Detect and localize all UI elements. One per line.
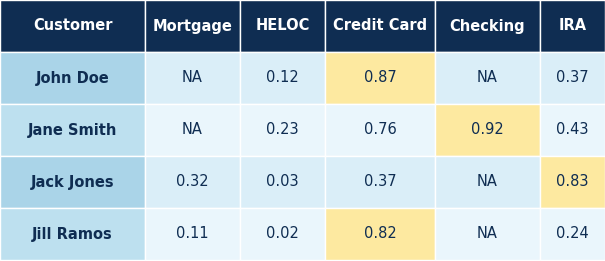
Text: NA: NA <box>477 70 498 86</box>
Text: 0.03: 0.03 <box>266 175 299 189</box>
Bar <box>0 52 145 104</box>
Bar <box>435 208 540 260</box>
Bar <box>435 0 540 52</box>
Bar <box>540 0 605 52</box>
Bar <box>325 208 435 260</box>
Text: 0.83: 0.83 <box>556 175 589 189</box>
Bar <box>145 208 240 260</box>
Bar <box>0 104 145 156</box>
Text: NA: NA <box>477 175 498 189</box>
Text: IRA: IRA <box>558 19 587 33</box>
Text: Jane Smith: Jane Smith <box>28 122 117 138</box>
Bar <box>240 52 325 104</box>
Bar <box>240 208 325 260</box>
Text: 0.32: 0.32 <box>176 175 209 189</box>
Text: 0.02: 0.02 <box>266 227 299 241</box>
Bar <box>0 208 145 260</box>
Text: Jack Jones: Jack Jones <box>31 175 114 189</box>
Text: 0.87: 0.87 <box>364 70 396 86</box>
Text: Mortgage: Mortgage <box>152 19 232 33</box>
Bar <box>540 104 605 156</box>
Text: 0.24: 0.24 <box>556 227 589 241</box>
Text: John Doe: John Doe <box>36 70 110 86</box>
Bar <box>240 0 325 52</box>
Bar <box>325 156 435 208</box>
Text: Credit Card: Credit Card <box>333 19 427 33</box>
Bar <box>325 104 435 156</box>
Text: NA: NA <box>182 70 203 86</box>
Bar <box>145 0 240 52</box>
Text: Checking: Checking <box>450 19 525 33</box>
Text: 0.11: 0.11 <box>176 227 209 241</box>
Text: 0.37: 0.37 <box>556 70 589 86</box>
Bar <box>540 208 605 260</box>
Bar <box>0 156 145 208</box>
Text: 0.43: 0.43 <box>556 122 589 138</box>
Text: NA: NA <box>182 122 203 138</box>
Bar <box>325 52 435 104</box>
Bar <box>540 52 605 104</box>
Bar <box>435 104 540 156</box>
Bar <box>145 156 240 208</box>
Bar <box>145 104 240 156</box>
Text: 0.92: 0.92 <box>471 122 504 138</box>
Text: 0.82: 0.82 <box>364 227 396 241</box>
Text: Jill Ramos: Jill Ramos <box>32 227 113 241</box>
Text: 0.23: 0.23 <box>266 122 299 138</box>
Bar <box>240 104 325 156</box>
Bar <box>435 156 540 208</box>
Text: 0.37: 0.37 <box>364 175 396 189</box>
Text: NA: NA <box>477 227 498 241</box>
Bar <box>325 0 435 52</box>
Bar <box>240 156 325 208</box>
Bar <box>540 156 605 208</box>
Bar <box>0 0 145 52</box>
Text: Customer: Customer <box>33 19 113 33</box>
Bar <box>145 52 240 104</box>
Text: 0.76: 0.76 <box>364 122 396 138</box>
Text: 0.12: 0.12 <box>266 70 299 86</box>
Bar <box>435 52 540 104</box>
Text: HELOC: HELOC <box>255 19 310 33</box>
